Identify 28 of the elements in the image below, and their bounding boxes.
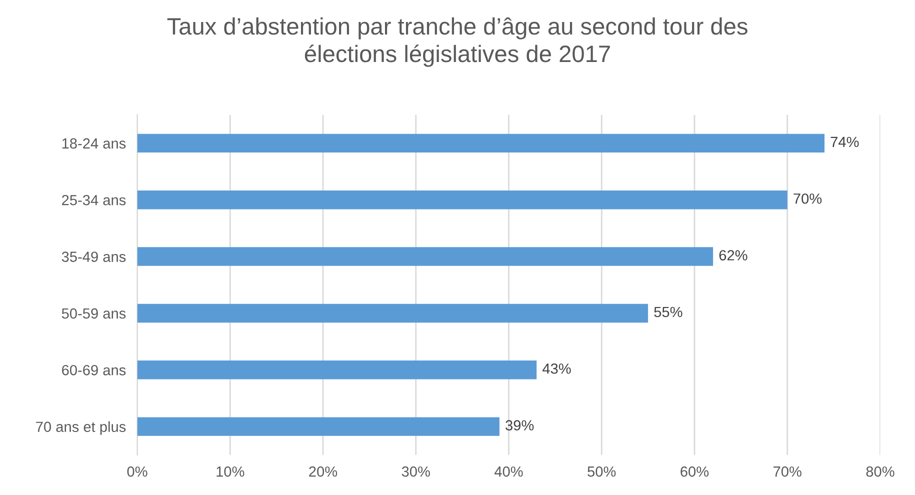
bar — [137, 304, 648, 323]
y-tick-label: 25-34 ans — [62, 194, 126, 206]
data-label: 62% — [719, 250, 748, 260]
y-tick-label: 60-69 ans — [62, 364, 126, 376]
y-tick-label: 35-49 ans — [62, 252, 126, 262]
x-tick-label: 30% — [402, 466, 430, 477]
bar — [137, 134, 825, 153]
x-tick-label: 80% — [866, 466, 894, 477]
x-tick-label: 20% — [309, 466, 338, 477]
bar — [137, 360, 537, 380]
x-tick-label: 10% — [216, 466, 244, 477]
data-label: 55% — [654, 306, 682, 318]
data-label: 43% — [542, 363, 571, 374]
data-label: 70% — [794, 193, 822, 204]
x-tick-label: 70% — [774, 466, 802, 477]
y-tick-label: 18-24 ans — [62, 138, 126, 149]
y-tick-label: 50-59 ans — [62, 308, 126, 319]
bar — [137, 247, 714, 266]
chart-title: Taux d’abstention par tranche d’âge au second tour des élections législatives de 2017 — [167, 17, 748, 67]
y-tick-label: 70 ans et plus — [36, 421, 126, 435]
x-tick-label: 50% — [588, 466, 616, 477]
bar — [137, 417, 500, 436]
data-label: 39% — [506, 420, 534, 430]
x-tick-label: 40% — [494, 466, 523, 477]
x-tick-label: 0% — [127, 466, 148, 477]
data-label: 74% — [830, 136, 859, 148]
bar — [137, 190, 788, 210]
x-tick-label: 60% — [680, 466, 709, 477]
